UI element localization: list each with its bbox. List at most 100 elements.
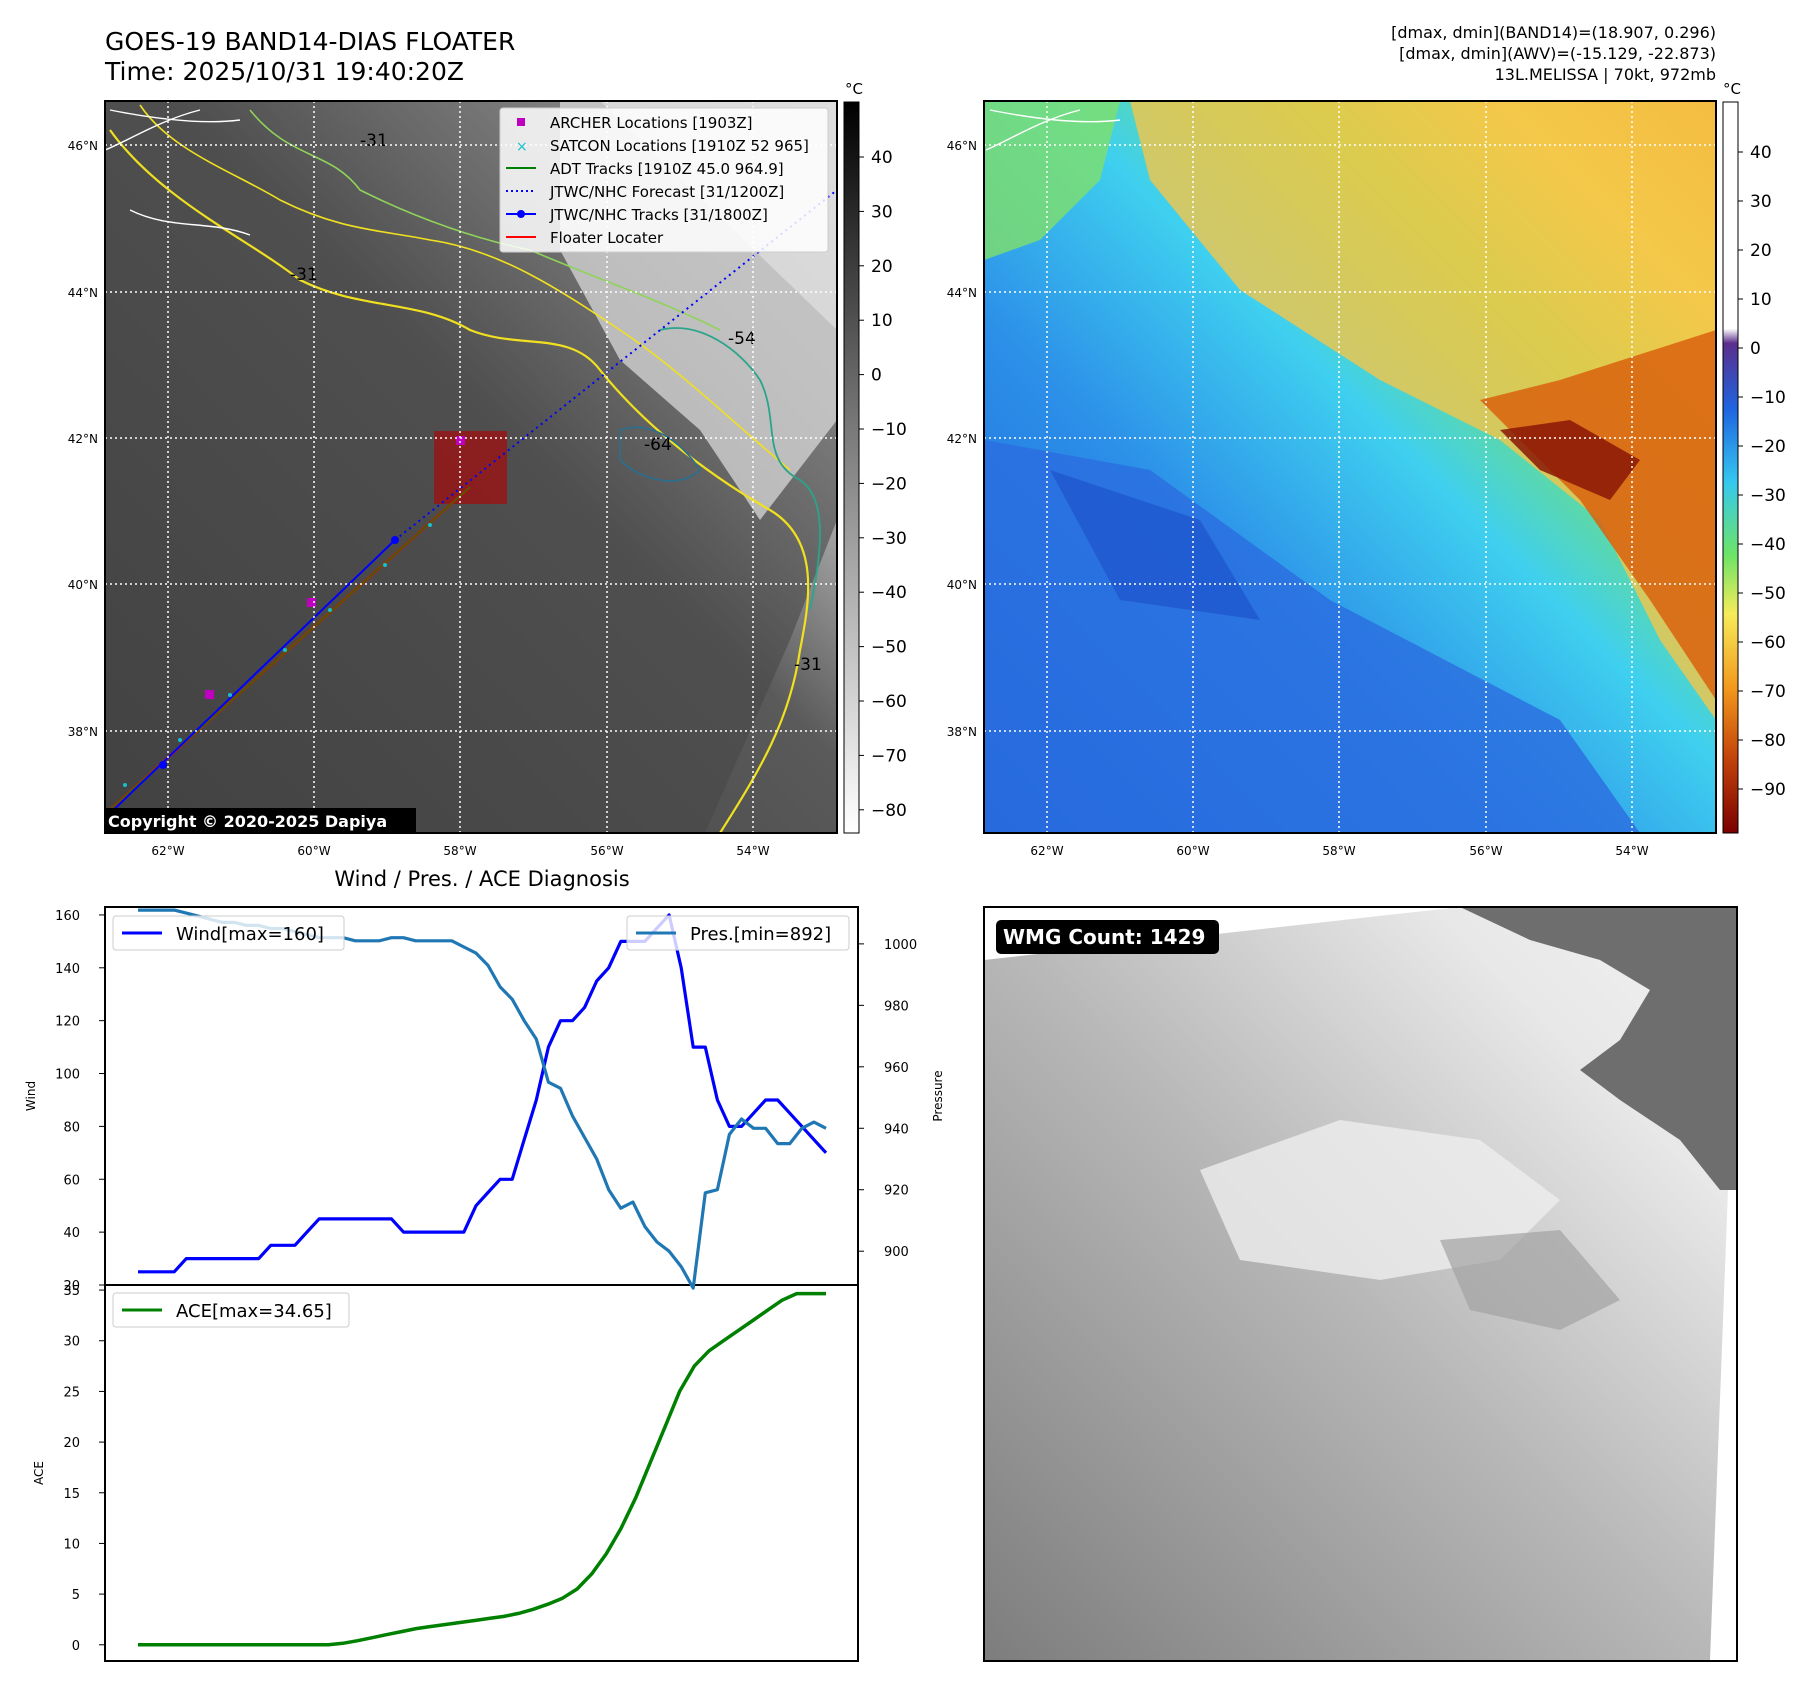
lon-label: 54°W	[1615, 844, 1648, 858]
lon-label: 56°W	[590, 844, 623, 858]
legend-satcon-marker: ×	[516, 139, 528, 155]
legend-tracks: JTWC/NHC Tracks [31/1800Z]	[549, 206, 768, 224]
wind-ytick-label: 40	[63, 1226, 80, 1241]
gray-colorbar-label: −30	[871, 529, 907, 549]
pres-ytick-label: 900	[884, 1245, 909, 1260]
ace-series-line	[138, 1291, 826, 1647]
contour-green	[249, 109, 721, 331]
wv-green-region	[984, 101, 1120, 260]
gray-colorbar-label: −60	[871, 692, 907, 712]
wind-ylabel: Wind	[24, 1081, 38, 1111]
lat-label: 38°N	[68, 725, 98, 739]
contour-blue	[619, 426, 702, 482]
lon-label: 62°W	[151, 844, 184, 858]
gray-colorbar-unit: °C	[845, 80, 863, 98]
wv-grid	[984, 101, 1716, 833]
contour-label: -31	[794, 655, 822, 675]
ace-ytick-label: 35	[63, 1284, 80, 1299]
contour-label: -64	[644, 435, 672, 455]
wind-legend-label: Wind[max=160]	[176, 924, 324, 945]
color-colorbar-label: 10	[1750, 290, 1772, 310]
diagnosis-title: Wind / Pres. / ACE Diagnosis	[334, 867, 629, 891]
contour-label: -31	[290, 265, 318, 285]
color-colorbar-label: −80	[1750, 731, 1786, 751]
wmg-field	[984, 907, 1737, 1661]
color-colorbar-label: 30	[1750, 192, 1772, 212]
wmg-gray-patch	[1440, 1230, 1620, 1330]
pres-legend-label: Pres.[min=892]	[690, 924, 831, 945]
stat-storm: 13L.MELISSA | 70kt, 972mb	[1495, 65, 1716, 84]
wind-ytick-label: 140	[55, 962, 80, 977]
wind-ytick-label: 80	[63, 1120, 80, 1135]
satcon-points	[123, 523, 432, 787]
lon-label: 62°W	[1030, 844, 1063, 858]
wmg-count-box	[996, 920, 1219, 954]
wv-dark-blue	[1050, 470, 1260, 620]
color-colorbar-label: −60	[1750, 633, 1786, 653]
color-colorbar-label: −40	[1750, 535, 1786, 555]
lat-label: 42°N	[947, 432, 977, 446]
gray-colorbar-label: −10	[871, 420, 907, 440]
lat-label: 42°N	[68, 432, 98, 446]
pres-ytick-label: 940	[884, 1122, 909, 1137]
gray-colorbar-label: 30	[871, 202, 893, 222]
contour-label: -31	[360, 131, 388, 151]
pres-ytick-label: 960	[884, 1061, 909, 1076]
legend-adt: ADT Tracks [1910Z 45.0 964.9]	[550, 160, 784, 178]
copyright-box	[104, 808, 416, 833]
figure-title: GOES-19 BAND14-DIAS FLOATER	[105, 27, 515, 56]
lat-label: 44°N	[68, 286, 98, 300]
wind-ytick-label: 20	[63, 1279, 80, 1294]
gray-colorbar-label: −70	[871, 746, 907, 766]
stat-band14: [dmax, dmin](BAND14)=(18.907, 0.296)	[1391, 23, 1716, 42]
jtwc-track-point	[159, 761, 167, 769]
contour-label: -54	[728, 329, 756, 349]
coastline	[105, 109, 251, 236]
ir-map-frame	[104, 100, 838, 834]
ace-ytick-label: 20	[63, 1436, 80, 1451]
contour-teal	[659, 327, 821, 611]
ace-ytick-label: 25	[63, 1385, 80, 1400]
legend-archer: ARCHER Locations [1903Z]	[550, 114, 753, 132]
wind-legend: Wind[max=160]	[112, 915, 345, 951]
legend-archer-marker	[517, 118, 525, 126]
wv-orange-region	[1480, 330, 1716, 700]
lat-label: 46°N	[68, 139, 98, 153]
lat-label: 46°N	[947, 139, 977, 153]
gray-colorbar-label: −50	[871, 638, 907, 658]
ace-axes	[104, 1284, 859, 1662]
pres-legend: Pres.[min=892]	[626, 915, 850, 951]
color-colorbar-label: 0	[1750, 339, 1761, 359]
color-colorbar-label: 40	[1750, 143, 1772, 163]
lat-label: 40°N	[68, 578, 98, 592]
lon-label: 56°W	[1469, 844, 1502, 858]
wmg-panel: WMG Count: 1429	[983, 906, 1738, 1662]
color-colorbar-label: −30	[1750, 486, 1786, 506]
color-colorbar: °C 40 30 20 10 0 −10 −20 −30 −40 −50 −60 −70 −80 −90	[1722, 80, 1786, 834]
lon-label: 60°W	[1176, 844, 1209, 858]
contour-yellow	[109, 129, 810, 833]
ace-ytick-label: 5	[72, 1588, 80, 1603]
coastline-wv	[985, 109, 1121, 151]
color-colorbar-label: −50	[1750, 584, 1786, 604]
wmg-frame	[983, 906, 1738, 1662]
lon-label: 58°W	[443, 844, 476, 858]
color-colorbar-label: −10	[1750, 388, 1786, 408]
gray-colorbar: °C 40 30 20 10 0 −10 −20 −30 −40 −50 −60 −70 −80	[843, 80, 907, 834]
wind-series-line	[138, 913, 828, 1274]
archer-point	[307, 598, 316, 607]
wv-map-frame	[983, 100, 1717, 834]
wv-dark-red-core	[1500, 420, 1640, 500]
pres-ytick-label: 1000	[884, 938, 917, 953]
wmg-dark-corner	[1460, 907, 1737, 1190]
lat-label: 38°N	[947, 725, 977, 739]
wind-ytick-label: 120	[55, 1015, 80, 1030]
lat-label: 44°N	[947, 286, 977, 300]
stat-awv: [dmax, dmin](AWV)=(-15.129, -22.873)	[1399, 44, 1716, 63]
pressure-ylabel: Pressure	[931, 1070, 945, 1121]
wind-ytick-label: 160	[55, 909, 80, 924]
wmg-count-label: WMG Count: 1429	[1003, 925, 1205, 949]
lon-label: 54°W	[736, 844, 769, 858]
ace-legend: ACE[max=34.65]	[112, 1292, 350, 1328]
